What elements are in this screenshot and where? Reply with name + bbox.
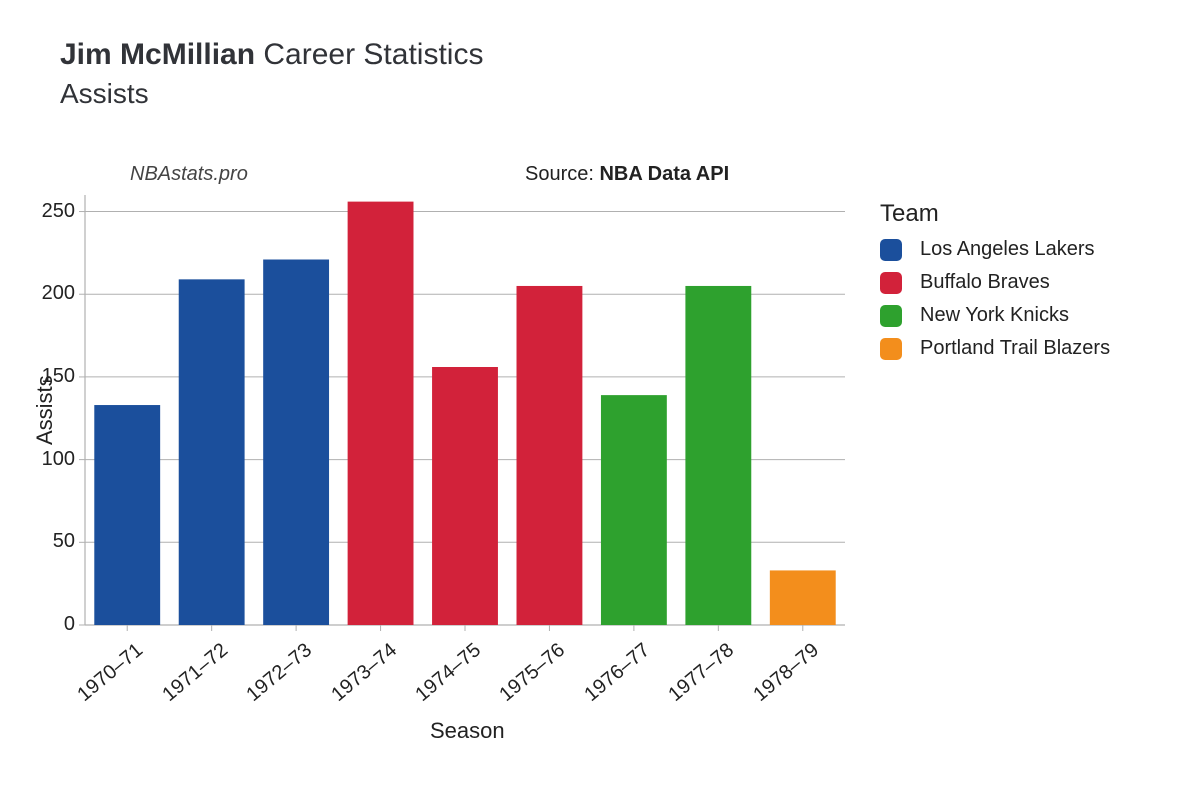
chart-title: Jim McMillian Career Statistics bbox=[60, 38, 483, 72]
y-tick-label: 0 bbox=[27, 613, 75, 636]
chart-subtitle: Assists bbox=[60, 78, 483, 110]
legend-title: Team bbox=[880, 200, 1110, 228]
y-axis-label: Assists bbox=[32, 375, 58, 445]
bar bbox=[601, 395, 667, 625]
x-tick-label: 1970–71 bbox=[57, 639, 148, 721]
bar-chart bbox=[85, 195, 845, 625]
legend-label: Buffalo Braves bbox=[920, 271, 1050, 294]
legend-label: Portland Trail Blazers bbox=[920, 337, 1110, 360]
y-tick-label: 200 bbox=[27, 282, 75, 305]
legend-swatch bbox=[880, 239, 902, 261]
watermark-text: NBAstats.pro bbox=[130, 163, 248, 186]
bar bbox=[94, 405, 160, 625]
legend-item: New York Knicks bbox=[880, 304, 1110, 327]
source-attribution: Source: NBA Data API bbox=[525, 163, 729, 186]
x-tick-label: 1971–72 bbox=[141, 639, 232, 721]
legend-item: Buffalo Braves bbox=[880, 271, 1110, 294]
chart-title-block: Jim McMillian Career Statistics Assists bbox=[60, 38, 483, 110]
legend-swatch bbox=[880, 338, 902, 360]
legend-item: Portland Trail Blazers bbox=[880, 337, 1110, 360]
legend-label: New York Knicks bbox=[920, 304, 1069, 327]
x-tick-label: 1973–74 bbox=[310, 639, 401, 721]
bar bbox=[685, 286, 751, 625]
x-tick-label: 1972–73 bbox=[226, 639, 317, 721]
legend-swatch bbox=[880, 272, 902, 294]
x-tick-label: 1978–79 bbox=[732, 639, 823, 721]
bar bbox=[517, 286, 583, 625]
x-tick-label: 1976–77 bbox=[563, 639, 654, 721]
y-tick-label: 250 bbox=[27, 200, 75, 223]
legend: Team Los Angeles Lakers Buffalo Braves New… bbox=[880, 200, 1110, 370]
title-suffix: Career Statistics bbox=[263, 38, 483, 71]
legend-item: Los Angeles Lakers bbox=[880, 238, 1110, 261]
x-axis-label: Season bbox=[430, 718, 505, 744]
y-tick-label: 100 bbox=[27, 448, 75, 471]
bar bbox=[179, 279, 245, 625]
y-tick-label: 50 bbox=[27, 530, 75, 553]
source-prefix: Source: bbox=[525, 163, 599, 185]
bar bbox=[770, 570, 836, 625]
x-tick-label: 1975–76 bbox=[479, 639, 570, 721]
bar bbox=[348, 202, 414, 625]
legend-swatch bbox=[880, 305, 902, 327]
legend-label: Los Angeles Lakers bbox=[920, 238, 1095, 261]
bar bbox=[263, 260, 329, 626]
x-tick-label: 1974–75 bbox=[394, 639, 485, 721]
source-name: NBA Data API bbox=[599, 163, 729, 185]
x-tick-label: 1977–78 bbox=[648, 639, 739, 721]
bar bbox=[432, 367, 498, 625]
player-name: Jim McMillian bbox=[60, 38, 255, 71]
